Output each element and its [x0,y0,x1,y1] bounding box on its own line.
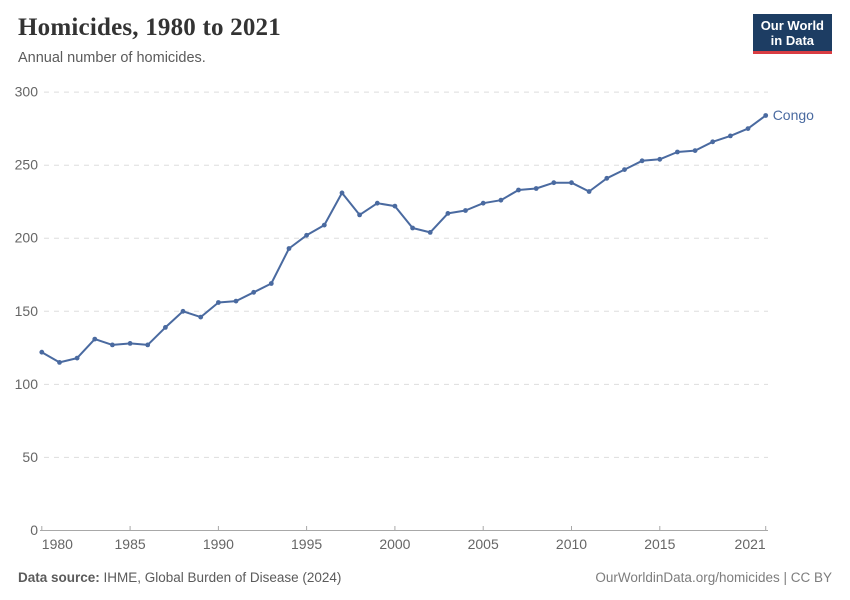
data-point[interactable] [374,200,380,206]
y-tick-label: 200 [15,230,39,246]
data-point[interactable] [710,139,716,145]
y-tick-label: 300 [15,84,39,100]
data-point[interactable] [639,158,645,164]
x-tick-label: 1985 [115,536,146,552]
data-point[interactable] [268,281,274,286]
x-tick-label: 2000 [379,536,410,552]
data-point[interactable] [180,308,186,314]
owid-logo-line1: Our World [760,18,824,33]
owid-logo-line2: in Data [770,33,815,48]
chart-footer: Data source: IHME, Global Burden of Dise… [18,570,832,585]
data-point[interactable] [604,175,610,181]
data-point[interactable] [163,325,168,330]
data-source-value: IHME, Global Burden of Disease (2024) [99,570,342,585]
data-point[interactable] [92,336,98,342]
data-point[interactable] [427,230,433,235]
page-subtitle: Annual number of homicides. [18,50,206,66]
page-title: Homicides, 1980 to 2021 [18,14,281,41]
x-tick-label: 2005 [468,536,499,552]
data-point[interactable] [516,187,521,193]
data-point[interactable] [145,342,151,348]
data-point[interactable] [586,189,592,194]
data-point[interactable] [110,342,115,348]
data-point[interactable] [533,186,539,191]
x-tick-label: 1980 [42,536,73,552]
chart-header: Homicides, 1980 to 2021 Annual number of… [18,14,832,66]
attribution-link[interactable]: OurWorldinData.org/homicides | CC BY [595,570,832,585]
x-tick-label: 2021 [735,536,766,552]
data-point[interactable] [127,341,133,346]
data-point[interactable] [304,232,309,238]
data-point[interactable] [286,246,292,251]
data-point[interactable] [622,167,627,173]
y-tick-label: 50 [22,449,38,465]
data-point[interactable] [57,360,62,365]
data-point[interactable] [745,126,751,131]
data-source-label: Data source: [18,570,100,585]
data-point[interactable] [692,148,698,154]
data-point[interactable] [463,208,468,213]
data-point[interactable] [321,222,327,228]
data-point[interactable] [498,197,504,203]
x-tick-label: 2015 [644,536,675,552]
x-tick-label: 1990 [203,536,234,552]
y-tick-label: 150 [15,303,39,319]
owid-logo[interactable]: Our World in Data [752,14,832,54]
series-label[interactable]: Congo [773,107,814,123]
data-point[interactable] [728,133,733,139]
data-point[interactable] [445,211,451,216]
data-point[interactable] [410,225,415,231]
data-point[interactable] [39,349,45,355]
y-tick-label: 250 [15,157,39,173]
x-tick-label: 2010 [556,536,587,552]
data-point[interactable] [198,314,204,320]
y-tick-label: 0 [30,522,38,538]
data-point[interactable] [357,212,362,218]
data-point[interactable] [74,355,80,361]
data-point[interactable] [551,180,557,186]
data-point[interactable] [480,200,486,206]
data-point[interactable] [569,180,574,186]
data-point[interactable] [251,289,257,295]
data-point[interactable] [392,203,398,209]
data-point[interactable] [657,156,663,162]
data-point[interactable] [216,300,221,305]
data-point[interactable] [339,190,345,196]
data-point[interactable] [763,113,769,118]
series-line-congo[interactable] [41,114,767,364]
data-point[interactable] [233,298,239,304]
data-point[interactable] [675,149,680,155]
y-tick-label: 100 [15,376,39,392]
x-tick-label: 1995 [291,536,322,552]
data-source-note: Data source: IHME, Global Burden of Dise… [18,570,341,585]
